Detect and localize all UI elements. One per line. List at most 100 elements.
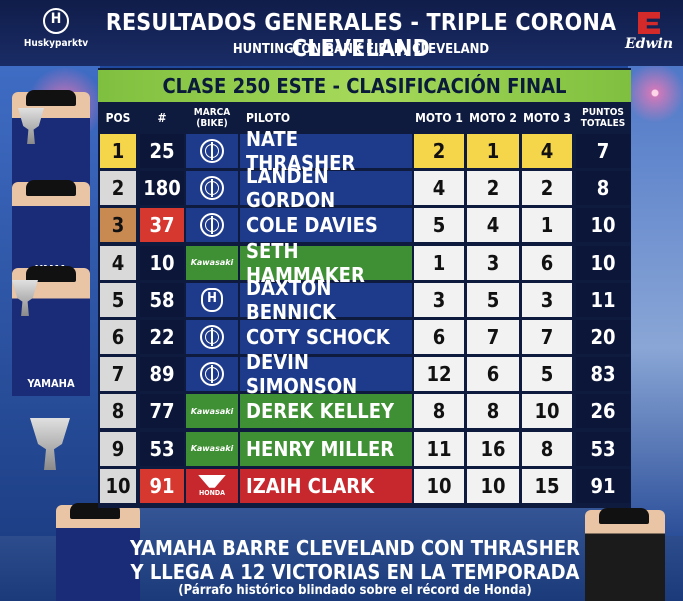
rider-name-cell: COLE DAVIES (240, 208, 412, 243)
moto2-cell: 7 (467, 320, 519, 354)
number-cell: 10 (140, 245, 184, 280)
moto1-cell: 2 (414, 134, 464, 168)
moto2-cell: 10 (467, 468, 519, 503)
table-row: 4 10 Kawasaki SETH HAMMAKER 1 3 6 10 (0, 239, 683, 287)
moto1-cell: 1 (414, 245, 464, 280)
total-points-cell: 8 (576, 171, 630, 206)
yamaha-logo-icon (200, 139, 224, 163)
rider-name-cell: DAXTON BENNICK (240, 276, 412, 324)
position-cell: 8 (100, 394, 136, 429)
moto2-cell: 5 (467, 282, 519, 317)
yamaha-logo-icon (200, 325, 224, 349)
headline-line-3: (Párrafo histórico blindado sobre el réc… (178, 583, 532, 598)
total-points-cell: 83 (576, 357, 630, 392)
moto1-cell: 11 (414, 431, 464, 466)
honda-logo-icon: HONDA (198, 474, 226, 497)
headline: YAMAHA BARRE CLEVELAND CON THRASHER Y LL… (130, 536, 580, 598)
col-header-pts: PUNTOS TOTALES (580, 107, 626, 129)
moto3-cell: 1 (522, 208, 572, 243)
headline-line-1: YAMAHA BARRE CLEVELAND CON THRASHER (130, 536, 580, 560)
moto3-cell: 2 (522, 171, 572, 206)
table-row: 7 89 DEVIN SIMONSON 12 6 5 83 (0, 350, 683, 398)
moto3-cell: 5 (522, 357, 572, 392)
col-header-rider: PILOTO (246, 110, 291, 125)
brand-cell: Kawasaki (186, 394, 238, 429)
position-cell: 1 (100, 134, 136, 168)
number-cell: 91 (140, 468, 184, 503)
rider-name-cell: SETH HAMMAKER (240, 239, 412, 287)
moto2-cell: 4 (467, 208, 519, 243)
number-cell: 25 (140, 134, 184, 168)
col-header-num: # (157, 110, 167, 125)
brand-cell: Kawasaki (186, 431, 238, 466)
brand-cell: Kawasaki (186, 245, 238, 280)
total-points-cell: 20 (576, 320, 630, 354)
number-cell: 53 (140, 431, 184, 466)
moto2-cell: 8 (467, 394, 519, 429)
number-cell: 22 (140, 320, 184, 354)
husqvarna-icon (43, 8, 69, 34)
brand-left-label: Huskyparktv (23, 38, 89, 49)
number-cell: 89 (140, 357, 184, 392)
rider-name-cell: COTY SCHOCK (240, 320, 412, 354)
col-header-brand: MARCA (BIKE) (193, 107, 231, 129)
page-title: RESULTADOS GENERALES - TRIPLE CORONA CLE… (105, 10, 617, 62)
moto3-cell: 3 (522, 282, 572, 317)
moto2-cell: 3 (467, 245, 519, 280)
number-cell: 37 (140, 208, 184, 243)
position-cell: 9 (100, 431, 136, 466)
kawasaki-logo-icon: Kawasaki (190, 258, 234, 268)
moto1-cell: 5 (414, 208, 464, 243)
yamaha-logo-icon (200, 176, 224, 201)
rider-name-cell: DEVIN SIMONSON (240, 350, 412, 398)
total-points-cell: 11 (576, 282, 630, 317)
page-subtitle: HUNTINGTON BANK FIELD, CLEVELAND (232, 42, 490, 57)
kawasaki-logo-icon: Kawasaki (190, 406, 234, 416)
table-row: 10 91 HONDA IZAIH CLARK 10 10 15 91 (0, 468, 683, 505)
brand-cell (186, 208, 238, 243)
brand-cell: HONDA (186, 468, 238, 503)
position-cell: 4 (100, 245, 136, 280)
yamaha-logo-icon (200, 213, 224, 238)
moto1-cell: 10 (414, 468, 464, 503)
number-cell: 180 (140, 171, 184, 206)
moto1-cell: 12 (414, 357, 464, 392)
honda-logo-text: HONDA (199, 488, 225, 497)
table-row: 6 22 COTY SCHOCK 6 7 7 20 (0, 320, 683, 356)
moto2-cell: 16 (467, 431, 519, 466)
husqvarna-logo-icon (201, 287, 223, 312)
number-cell: 77 (140, 394, 184, 429)
rider-name-cell: IZAIH CLARK (240, 468, 412, 503)
brand-cell (186, 134, 238, 168)
rider-photo-bottom-right (585, 508, 665, 601)
rider-photo-bottom-left (56, 503, 140, 601)
col-header-pos: POS (105, 110, 131, 125)
moto2-cell: 1 (467, 134, 519, 168)
moto1-cell: 3 (414, 282, 464, 317)
brand-right-label: Edwin (624, 36, 673, 52)
table-row: 9 53 Kawasaki HENRY MILLER 11 16 8 53 (0, 431, 683, 468)
moto3-cell: 15 (522, 468, 572, 503)
table-row: 8 77 Kawasaki DEREK KELLEY 8 8 10 26 (0, 394, 683, 430)
brand-cell (186, 282, 238, 317)
position-cell: 7 (100, 357, 136, 392)
headline-line-2: Y LLEGA A 12 VICTORIAS EN LA TEMPORADA (130, 560, 580, 584)
total-points-cell: 91 (576, 468, 630, 503)
total-points-cell: 7 (576, 134, 630, 168)
yamaha-logo-icon (200, 362, 224, 387)
col-header-m1: MOTO 1 (415, 110, 463, 125)
total-points-cell: 26 (576, 394, 630, 429)
total-points-cell: 53 (576, 431, 630, 466)
brand-cell (186, 357, 238, 392)
moto3-cell: 10 (522, 394, 572, 429)
rider-name-cell: HENRY MILLER (240, 431, 412, 466)
position-cell: 2 (100, 171, 136, 206)
position-cell: 5 (100, 282, 136, 317)
header-bar: Huskyparktv RESULTADOS GENERALES - TRIPL… (0, 0, 683, 66)
huskypark-logo: Huskyparktv (18, 8, 94, 58)
moto1-cell: 8 (414, 394, 464, 429)
moto1-cell: 6 (414, 320, 464, 354)
moto3-cell: 6 (522, 245, 572, 280)
moto2-cell: 6 (467, 357, 519, 392)
